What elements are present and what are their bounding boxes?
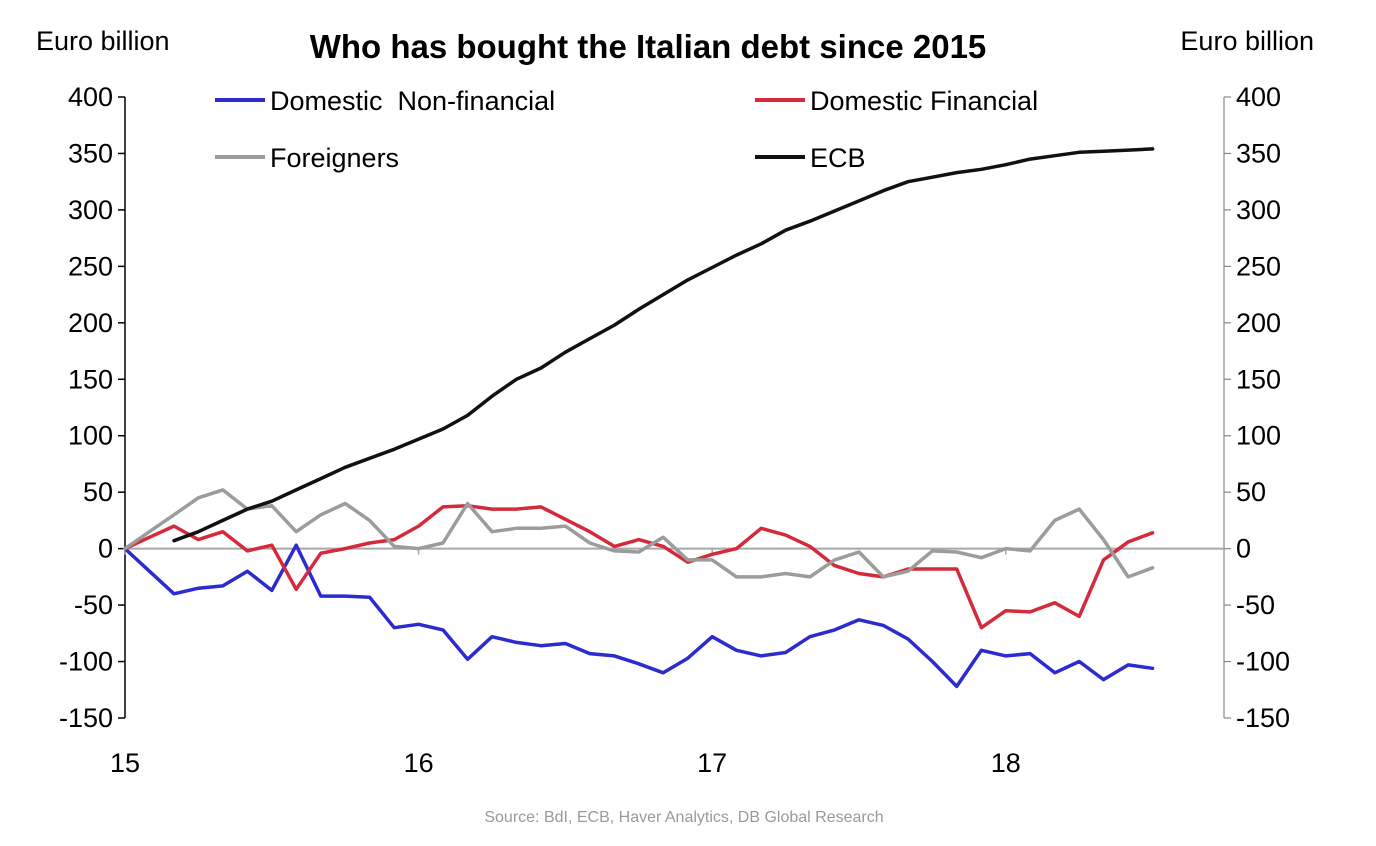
legend-label-domestic-financial: Domestic Financial: [810, 86, 1038, 116]
left-axis-unit-label: Euro billion: [36, 26, 170, 56]
x-tick-label: 15: [110, 748, 140, 778]
right-y-tick-label: 400: [1236, 82, 1281, 112]
left-y-tick-label: 50: [83, 477, 113, 507]
right-y-tick-label: 50: [1236, 477, 1266, 507]
left-y-tick-label: -50: [74, 590, 113, 620]
left-y-tick-label: 0: [98, 534, 113, 564]
left-y-tick-label: -100: [59, 647, 113, 677]
right-y-tick-label: -150: [1236, 703, 1290, 733]
chart-title: Who has bought the Italian debt since 20…: [310, 28, 987, 65]
left-y-tick-label: 400: [68, 82, 113, 112]
legend-label-foreigners: Foreigners: [270, 143, 399, 173]
right-y-tick-label: 250: [1236, 251, 1281, 281]
right-axis-unit-label: Euro billion: [1180, 26, 1314, 56]
left-y-tick-label: 150: [68, 364, 113, 394]
legend-label-domestic-non-financial: Domestic Non-financial: [270, 86, 555, 116]
right-y-tick-label: 150: [1236, 364, 1281, 394]
right-y-tick-label: 0: [1236, 534, 1251, 564]
right-y-tick-label: 300: [1236, 195, 1281, 225]
legend: Domestic Non-financial Domestic Financial…: [215, 86, 1038, 173]
left-y-tick-label: 250: [68, 251, 113, 281]
x-tick-label: 17: [697, 748, 727, 778]
series-line-foreigners: [123, 488, 1155, 579]
right-y-tick-label: 350: [1236, 138, 1281, 168]
left-y-tick-label: 350: [68, 138, 113, 168]
legend-label-ecb: ECB: [810, 143, 866, 173]
series-line-domestic-financial: [123, 503, 1155, 630]
axes: -150 -150 -100 -100 -50 -50 0 0 50 50 100 100 150 150…: [59, 82, 1290, 778]
x-tick-label: 16: [404, 748, 434, 778]
source-note: Source: BdI, ECB, Haver Analytics, DB Gl…: [484, 809, 883, 826]
left-y-tick-label: 300: [68, 195, 113, 225]
left-y-tick-label: -150: [59, 703, 113, 733]
right-y-tick-label: -50: [1236, 590, 1275, 620]
series-line-ecb: [172, 147, 1155, 543]
x-tick-label: 18: [991, 748, 1021, 778]
left-y-tick-label: 200: [68, 308, 113, 338]
right-y-tick-label: -100: [1236, 647, 1290, 677]
left-y-tick-label: 100: [68, 421, 113, 451]
series-line-domestic-non-financial: [123, 543, 1155, 689]
series-layer: [123, 147, 1155, 689]
right-y-tick-label: 100: [1236, 421, 1281, 451]
right-y-tick-label: 200: [1236, 308, 1281, 338]
